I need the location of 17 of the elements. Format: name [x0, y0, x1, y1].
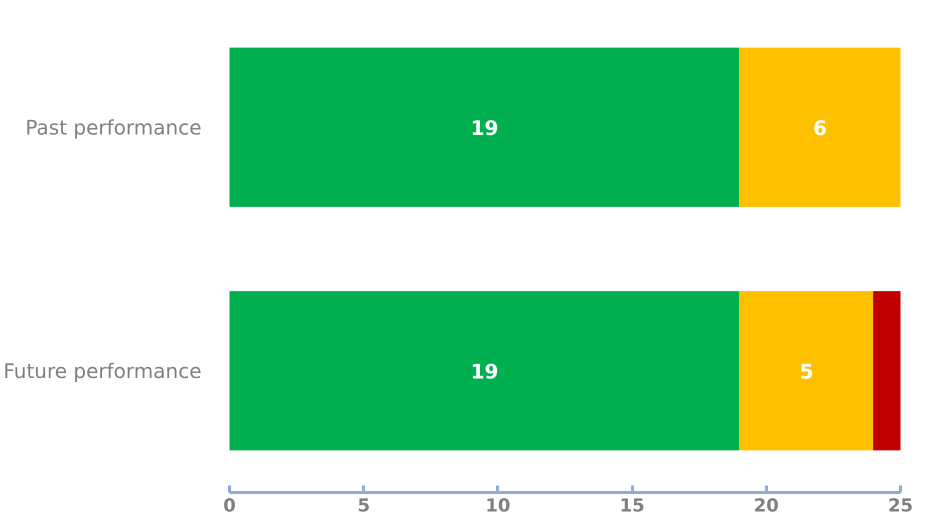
data-label: 6	[813, 116, 827, 140]
x-tick-label: 15	[620, 496, 645, 514]
y-tick-label: Past performance	[25, 115, 202, 140]
y-tick-label: Future performance	[3, 358, 202, 383]
x-tick-label: 20	[754, 496, 779, 514]
data-label: 19	[470, 359, 498, 384]
bar	[230, 48, 740, 207]
x-tick-label: 25	[888, 496, 914, 514]
x-tick-label: 0	[223, 496, 236, 514]
x-tick-label: 10	[485, 496, 510, 514]
x-tick-label: 5	[357, 496, 370, 514]
bar	[738, 291, 874, 450]
data-label: 19	[470, 116, 498, 140]
data-label: 5	[800, 359, 814, 384]
bar	[738, 48, 900, 207]
bar	[230, 291, 740, 450]
bar	[873, 291, 900, 450]
